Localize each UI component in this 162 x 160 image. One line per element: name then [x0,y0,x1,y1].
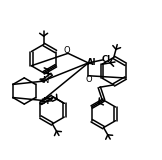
Text: O: O [85,75,92,84]
Text: N: N [42,76,49,85]
Text: Al: Al [87,58,97,67]
Text: N: N [42,96,49,106]
Text: O: O [64,46,70,55]
Text: Cl: Cl [102,55,111,64]
